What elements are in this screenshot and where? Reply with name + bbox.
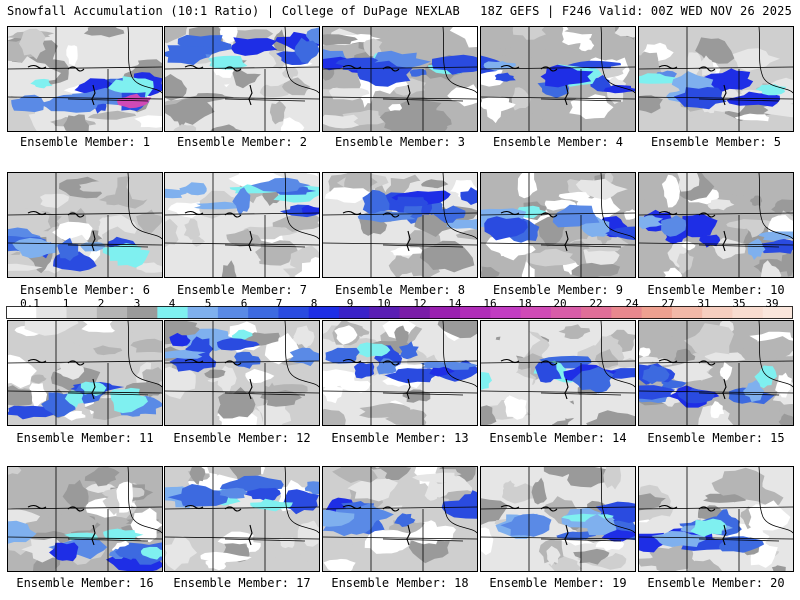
colorbar-swatch bbox=[66, 306, 98, 319]
ensemble-member-label: Ensemble Member: 9 bbox=[492, 283, 624, 297]
colorbar-tick-label: 12 bbox=[413, 297, 427, 310]
colorbar-tick-label: 27 bbox=[661, 297, 675, 310]
ensemble-member-5-map bbox=[638, 26, 794, 132]
ensemble-member-label: Ensemble Member: 18 bbox=[331, 576, 469, 590]
colorbar-swatch bbox=[611, 306, 643, 319]
colorbar-swatch bbox=[520, 306, 552, 319]
ensemble-member-19-map bbox=[480, 466, 636, 572]
ensemble-member-8-map bbox=[322, 172, 478, 278]
ensemble-member-12-map bbox=[164, 320, 320, 426]
colorbar-tick-label: 5 bbox=[204, 297, 212, 310]
colorbar-swatch bbox=[399, 306, 431, 319]
colorbar-tick-label: 18 bbox=[518, 297, 532, 310]
ensemble-member-label: Ensemble Member: 12 bbox=[173, 431, 311, 445]
ensemble-member-label: Ensemble Member: 10 bbox=[647, 283, 785, 297]
ensemble-member-18-map bbox=[322, 466, 478, 572]
colorbar-tick-label: 7 bbox=[275, 297, 283, 310]
colorbar-swatch bbox=[308, 306, 340, 319]
ensemble-member-label: Ensemble Member: 14 bbox=[489, 431, 627, 445]
colorbar-tick-label: 20 bbox=[553, 297, 567, 310]
colorbar-swatch bbox=[217, 306, 249, 319]
run-valid-time: 18Z GEFS | F246 Valid: 00Z WED NOV 26 20… bbox=[480, 4, 792, 18]
colorbar-tick-label: 16 bbox=[483, 297, 497, 310]
colorbar-swatch bbox=[429, 306, 461, 319]
colorbar-swatch bbox=[641, 306, 673, 319]
colorbar-tick-label: 9 bbox=[346, 297, 354, 310]
ensemble-member-label: Ensemble Member: 20 bbox=[647, 576, 785, 590]
snowfall-colorbar bbox=[6, 306, 793, 319]
colorbar-swatch bbox=[762, 306, 793, 319]
colorbar-swatch bbox=[157, 306, 189, 319]
ensemble-member-11-map bbox=[7, 320, 163, 426]
ensemble-member-6-map bbox=[7, 172, 163, 278]
colorbar-swatch bbox=[490, 306, 522, 319]
ensemble-member-label: Ensemble Member: 11 bbox=[16, 431, 154, 445]
colorbar-tick-label: 1 bbox=[62, 297, 70, 310]
ensemble-member-10-map bbox=[638, 172, 794, 278]
ensemble-member-13-map bbox=[322, 320, 478, 426]
ensemble-member-label: Ensemble Member: 6 bbox=[19, 283, 151, 297]
ensemble-member-3-map bbox=[322, 26, 478, 132]
ensemble-member-label: Ensemble Member: 1 bbox=[19, 135, 151, 149]
colorbar-swatch bbox=[581, 306, 612, 319]
ensemble-member-label: Ensemble Member: 13 bbox=[331, 431, 469, 445]
ensemble-member-label: Ensemble Member: 4 bbox=[492, 135, 624, 149]
ensemble-member-label: Ensemble Member: 5 bbox=[650, 135, 782, 149]
colorbar-swatch bbox=[732, 306, 764, 319]
colorbar-tick-label: 6 bbox=[240, 297, 248, 310]
colorbar-tick-label: 14 bbox=[448, 297, 462, 310]
ensemble-member-label: Ensemble Member: 8 bbox=[334, 283, 466, 297]
colorbar-swatch bbox=[6, 306, 37, 319]
colorbar-swatch bbox=[36, 306, 68, 319]
colorbar-tick-label: 8 bbox=[310, 297, 318, 310]
colorbar-swatch bbox=[550, 306, 582, 319]
ensemble-member-label: Ensemble Member: 2 bbox=[176, 135, 308, 149]
ensemble-member-1-map bbox=[7, 26, 163, 132]
colorbar-swatch bbox=[671, 306, 703, 319]
colorbar-swatch bbox=[369, 306, 400, 319]
colorbar-swatch bbox=[127, 306, 158, 319]
ensemble-member-2-map bbox=[164, 26, 320, 132]
ensemble-member-label: Ensemble Member: 7 bbox=[176, 283, 308, 297]
colorbar-swatch bbox=[702, 306, 733, 319]
colorbar-tick-label: 0.1 bbox=[20, 297, 40, 310]
colorbar-tick-label: 39 bbox=[765, 297, 779, 310]
map-title: Snowfall Accumulation (10:1 Ratio) | Col… bbox=[7, 4, 460, 18]
ensemble-member-label: Ensemble Member: 17 bbox=[173, 576, 311, 590]
ensemble-member-14-map bbox=[480, 320, 636, 426]
colorbar-swatch bbox=[338, 306, 370, 319]
ensemble-member-16-map bbox=[7, 466, 163, 572]
ensemble-member-label: Ensemble Member: 15 bbox=[647, 431, 785, 445]
colorbar-swatch bbox=[187, 306, 219, 319]
ensemble-member-label: Ensemble Member: 16 bbox=[16, 576, 154, 590]
ensemble-member-label: Ensemble Member: 3 bbox=[334, 135, 466, 149]
ensemble-member-20-map bbox=[638, 466, 794, 572]
colorbar-swatch bbox=[96, 306, 128, 319]
colorbar-tick-label: 10 bbox=[377, 297, 391, 310]
ensemble-member-17-map bbox=[164, 466, 320, 572]
ensemble-member-4-map bbox=[480, 26, 636, 132]
colorbar-tick-label: 2 bbox=[97, 297, 105, 310]
colorbar-swatch bbox=[248, 306, 279, 319]
colorbar-tick-label: 31 bbox=[697, 297, 711, 310]
colorbar-tick-label: 3 bbox=[133, 297, 141, 310]
colorbar-tick-label: 4 bbox=[168, 297, 176, 310]
colorbar-tick-label: 22 bbox=[589, 297, 603, 310]
ensemble-member-15-map bbox=[638, 320, 794, 426]
ensemble-member-7-map bbox=[164, 172, 320, 278]
colorbar-tick-label: 35 bbox=[732, 297, 746, 310]
colorbar-tick-label: 24 bbox=[625, 297, 639, 310]
colorbar-swatch bbox=[278, 306, 310, 319]
ensemble-member-9-map bbox=[480, 172, 636, 278]
colorbar-swatch bbox=[460, 306, 491, 319]
ensemble-member-label: Ensemble Member: 19 bbox=[489, 576, 627, 590]
